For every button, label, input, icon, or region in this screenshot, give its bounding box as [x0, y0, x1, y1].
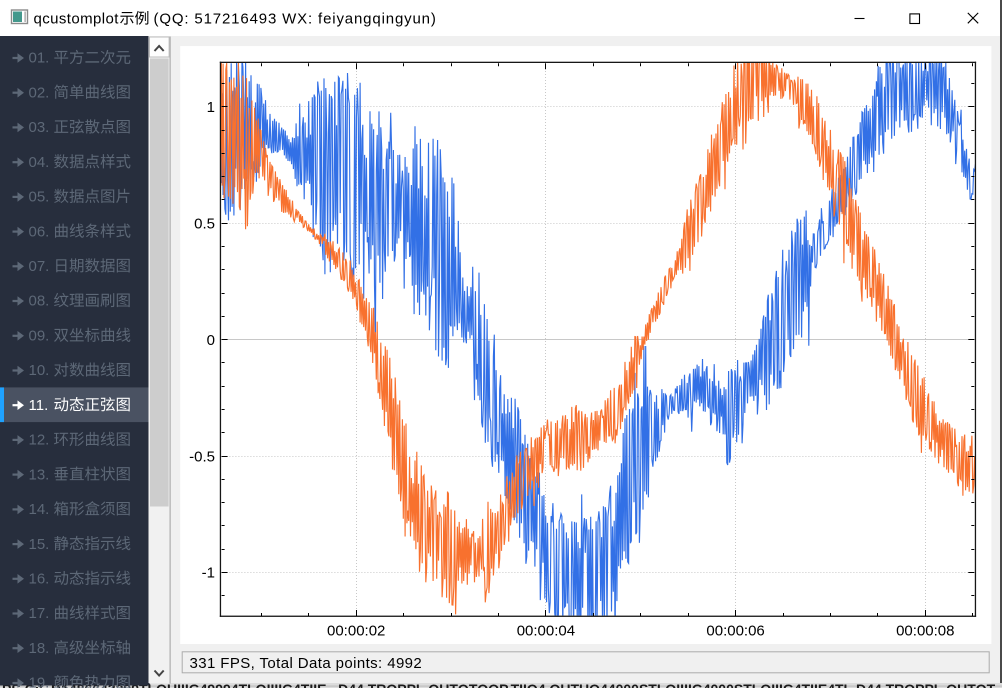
svg-text:-0.5: -0.5 [189, 448, 215, 465]
svg-text:00:00:04: 00:00:04 [517, 623, 575, 640]
svg-text:02.: 02. [29, 84, 50, 101]
svg-text:PS C:\ D1486643299TLQUIIIG499: PS C:\ D1486643299TLQUIIIG49994TLQIIIIG4… [2, 681, 996, 688]
svg-text:15.: 15. [29, 536, 50, 553]
svg-text:1: 1 [207, 99, 215, 116]
svg-text:16.: 16. [29, 571, 50, 588]
svg-text:(QQ: 517216493 WX: feiyangqing: (QQ: 517216493 WX: feiyangqingyun) [154, 11, 437, 28]
svg-text:-1: -1 [202, 565, 215, 582]
svg-text:01.: 01. [29, 50, 50, 67]
svg-text:05.: 05. [29, 189, 50, 206]
svg-text:03.: 03. [29, 119, 50, 136]
svg-text:11.: 11. [29, 397, 49, 414]
svg-text:08.: 08. [29, 293, 50, 310]
svg-text:00:00:08: 00:00:08 [896, 623, 954, 640]
svg-text:0.5: 0.5 [194, 216, 215, 233]
svg-text:04.: 04. [29, 154, 50, 171]
svg-text:18.: 18. [29, 640, 50, 657]
svg-text:12.: 12. [29, 432, 50, 449]
svg-text:00:00:06: 00:00:06 [706, 623, 764, 640]
svg-text:17.: 17. [29, 605, 50, 622]
svg-text:14.: 14. [29, 501, 50, 518]
svg-text:0: 0 [207, 332, 215, 349]
svg-text:qcustomplot: qcustomplot [34, 11, 120, 28]
svg-text:19.: 19. [29, 675, 50, 688]
svg-text:00:00:02: 00:00:02 [327, 623, 385, 640]
svg-text:10.: 10. [29, 362, 50, 379]
svg-text:09.: 09. [29, 328, 50, 345]
svg-text:331 FPS, Total Data points: 49: 331 FPS, Total Data points: 4992 [190, 655, 423, 672]
svg-text:13.: 13. [29, 466, 50, 483]
svg-text:06.: 06. [29, 223, 50, 240]
svg-text:07.: 07. [29, 258, 50, 275]
